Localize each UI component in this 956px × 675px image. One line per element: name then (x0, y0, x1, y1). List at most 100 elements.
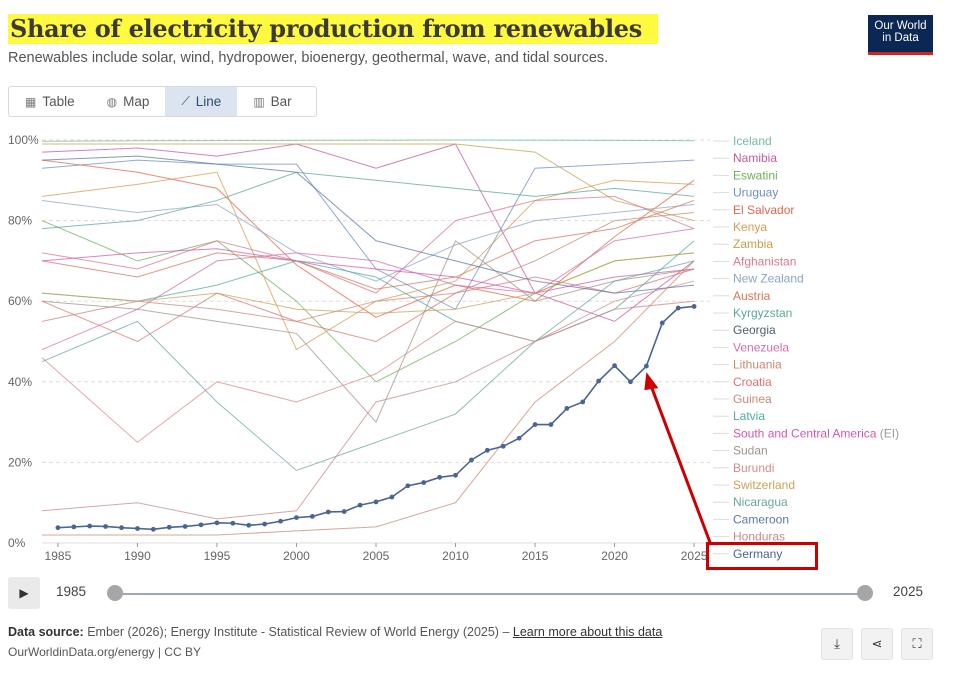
x-tick-label: 2010 (442, 549, 469, 563)
germany-point (357, 502, 363, 508)
germany-point (103, 524, 109, 529)
legend-entry: Kyrgyzstan (733, 306, 792, 320)
y-tick-label: 20% (8, 455, 32, 469)
germany-point (166, 524, 172, 530)
bar-chart-icon: ▥ (253, 94, 265, 109)
series-line (41, 195, 695, 294)
series-line (41, 268, 695, 343)
germany-point (405, 483, 411, 489)
tab-line[interactable]: ⟋ Line (165, 87, 238, 116)
tab-map[interactable]: ◍ Map (91, 87, 166, 116)
logo-line-1: Our World (874, 20, 927, 32)
germany-point (373, 499, 379, 505)
legend-entry: Eswatini (733, 168, 778, 182)
timeline-start-handle[interactable] (107, 585, 123, 601)
germany-point (71, 524, 77, 530)
y-tick-label: 40% (8, 375, 32, 389)
series-line (41, 252, 695, 314)
germany-point (500, 443, 506, 449)
germany-point (214, 520, 220, 526)
series-line-germany (57, 305, 695, 531)
germany-point (532, 422, 538, 427)
globe-icon: ◍ (106, 94, 118, 109)
series-line (41, 240, 695, 343)
x-tick-label: 1985 (45, 549, 72, 563)
tab-bar-label: Bar (270, 94, 292, 109)
legend-entry: Croatia (733, 375, 772, 389)
legend-entry: Venezuela (733, 340, 789, 354)
play-icon: ▶ (19, 586, 29, 600)
x-tick-label: 2000 (283, 549, 310, 563)
series-line (42, 260, 695, 536)
x-tick-label: 1995 (204, 549, 231, 563)
x-tick-label: 2020 (601, 549, 628, 563)
y-tick-label: 80% (8, 214, 32, 228)
germany-point (580, 399, 586, 405)
annotation-arrow-head (644, 372, 659, 391)
germany-point (643, 363, 649, 369)
germany-point (198, 522, 204, 528)
series-line (41, 212, 695, 322)
germany-point (55, 525, 61, 531)
germany-point (516, 435, 522, 441)
germany-point (341, 509, 347, 514)
view-tabs: ▦ Table ◍ Map ⟋ Line ▥ Bar (8, 86, 317, 117)
timeline-start-label: 1985 (56, 584, 87, 599)
germany-point (182, 524, 188, 529)
chart-subtitle: Renewables include solar, wind, hydropow… (8, 50, 609, 66)
legend-entry: Namibia (733, 151, 777, 165)
share-button[interactable]: ⋖ (861, 628, 893, 660)
legend-entry: Iceland (733, 134, 772, 148)
table-icon: ▦ (25, 94, 37, 109)
series-line (41, 248, 695, 294)
fullscreen-button[interactable]: ⛶ (901, 628, 933, 660)
play-button[interactable]: ▶ (8, 577, 40, 609)
series-line (41, 143, 695, 322)
timeline-end-label: 2025 (893, 584, 924, 599)
logo-line-2: in Data (882, 32, 919, 44)
download-button[interactable]: ⤓ (821, 628, 853, 660)
germany-point (453, 472, 458, 478)
germany-point (564, 405, 570, 411)
germany-point (628, 379, 633, 385)
germany-point (389, 494, 395, 500)
series-line (41, 260, 695, 472)
data-source-text: Ember (2026); Energy Institute - Statist… (87, 625, 510, 639)
germany-point (246, 522, 252, 528)
series-line (41, 199, 695, 282)
download-icon: ⤓ (834, 636, 840, 651)
line-chart-icon: ⟋ (181, 94, 190, 108)
germany-point (548, 422, 554, 427)
y-tick-label: 100% (8, 133, 39, 147)
legend-entry: Guinea (733, 392, 772, 406)
legend-entry: Cameroon (733, 512, 789, 526)
germany-point (612, 363, 617, 369)
germany-point (484, 447, 490, 453)
share-icon: ⋖ (871, 636, 883, 651)
timeline-end-handle[interactable] (857, 585, 873, 601)
legend-entry: Zambia (733, 237, 773, 251)
timeline-track[interactable] (115, 593, 865, 595)
legend-entry: Lithuania (733, 358, 782, 372)
owid-logo[interactable]: Our World in Data (868, 15, 933, 55)
germany-point (278, 518, 283, 524)
legend-entry: Sudan (733, 444, 768, 458)
annotation-arrow-shaft (648, 383, 713, 546)
legend-entry: Latvia (733, 409, 765, 423)
highlight-box-germany (706, 542, 818, 570)
germany-point (325, 509, 331, 515)
germany-point (469, 457, 474, 463)
learn-more-link[interactable]: Learn more about this data (512, 625, 663, 639)
legend-entry: Switzerland (733, 478, 795, 492)
germany-point (421, 480, 427, 485)
legend-entry: El Salvador (733, 203, 794, 217)
x-tick-label: 2005 (363, 549, 390, 563)
legend-entry: Afghanistan (733, 254, 796, 268)
tab-bar[interactable]: ▥ Bar (237, 87, 307, 116)
tab-table[interactable]: ▦ Table (9, 87, 91, 116)
legend-entry: Honduras (733, 530, 785, 544)
data-source-label: Data source: (8, 625, 84, 639)
series-line (41, 171, 695, 351)
series-line (42, 143, 695, 222)
germany-point (135, 526, 140, 531)
